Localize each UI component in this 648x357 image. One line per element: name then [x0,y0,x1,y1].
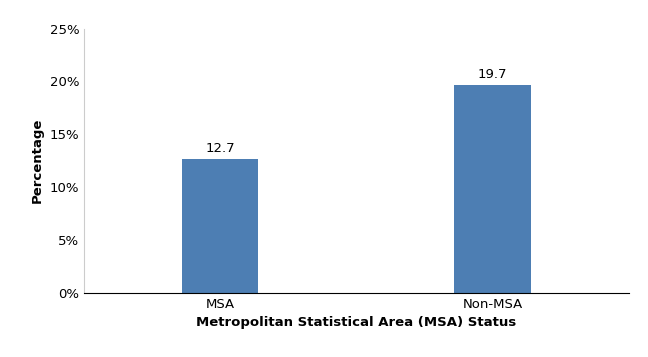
X-axis label: Metropolitan Statistical Area (MSA) Status: Metropolitan Statistical Area (MSA) Stat… [196,316,516,329]
Bar [454,85,531,293]
Text: 19.7: 19.7 [478,69,507,81]
Text: 12.7: 12.7 [205,142,235,155]
Bar [182,159,259,293]
Y-axis label: Percentage: Percentage [31,118,44,203]
